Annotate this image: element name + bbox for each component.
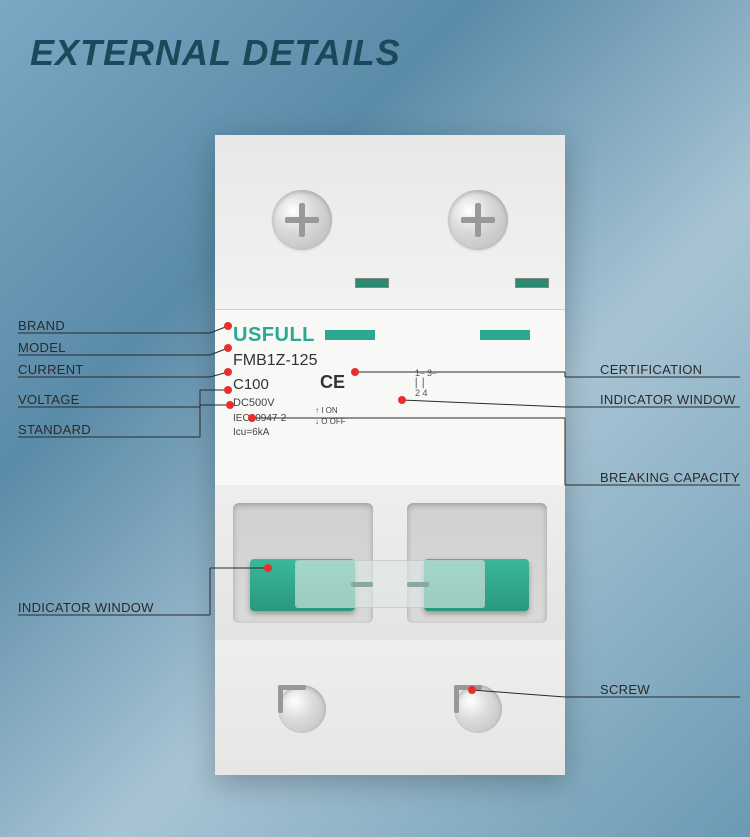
bottom-screw-left — [278, 685, 326, 733]
on-label: I ON — [321, 406, 337, 415]
callout-dot — [351, 368, 359, 376]
lever-bridge — [295, 560, 485, 608]
callout-dot — [224, 386, 232, 394]
model-text: FMB1Z-125 — [233, 352, 547, 370]
callout-label: SCREW — [600, 682, 650, 697]
top-terminal-section — [215, 135, 565, 310]
callout-dot — [248, 414, 256, 422]
voltage-text: DC500V — [233, 397, 547, 409]
callout-dot — [224, 344, 232, 352]
standard-text: IEC60947-2 — [233, 413, 547, 424]
callout-dot — [224, 322, 232, 330]
switch-section — [215, 485, 565, 640]
current-text: C100 — [233, 376, 547, 393]
callout-label: STANDARD — [18, 422, 91, 437]
callout-dot — [224, 368, 232, 376]
callout-dot — [398, 396, 406, 404]
indicator-window-right — [515, 278, 549, 288]
circuit-symbol: 1⎯ 3⎯⎜ ⎜2 4 — [415, 368, 437, 398]
callout-label: VOLTAGE — [18, 392, 80, 407]
callout-label: INDICATOR WINDOW — [600, 392, 736, 407]
ce-mark: CE — [320, 372, 345, 393]
page-title: EXTERNAL DETAILS — [30, 32, 401, 74]
callout-label: INDICATOR WINDOW — [18, 600, 154, 615]
callout-dot — [264, 564, 272, 572]
circuit-breaker-device: USFULL FMB1Z-125 C100 DC500V IEC60947-2 … — [215, 135, 565, 775]
brand-bar-1 — [325, 330, 375, 340]
top-screw-right — [448, 190, 508, 250]
callout-dot — [226, 401, 234, 409]
callout-label: MODEL — [18, 340, 66, 355]
brand-bar-2 — [480, 330, 530, 340]
callout-label: BRAND — [18, 318, 65, 333]
label-panel: USFULL FMB1Z-125 C100 DC500V IEC60947-2 … — [215, 310, 565, 485]
callout-label: CERTIFICATION — [600, 362, 702, 377]
indicator-window-left — [355, 278, 389, 288]
bottom-terminal-section — [215, 640, 565, 775]
top-screw-left — [272, 190, 332, 250]
callout-label: BREAKING CAPACITY — [600, 470, 740, 485]
callout-dot — [468, 686, 476, 694]
bottom-screw-right — [454, 685, 502, 733]
on-off-indicator-text: ↑ I ON ↓ O OFF — [315, 405, 346, 427]
callout-label: CURRENT — [18, 362, 84, 377]
brand-text: USFULL — [233, 324, 315, 347]
breaking-capacity-text: Icu=6kA — [233, 427, 547, 438]
off-label: O OFF — [321, 417, 345, 426]
